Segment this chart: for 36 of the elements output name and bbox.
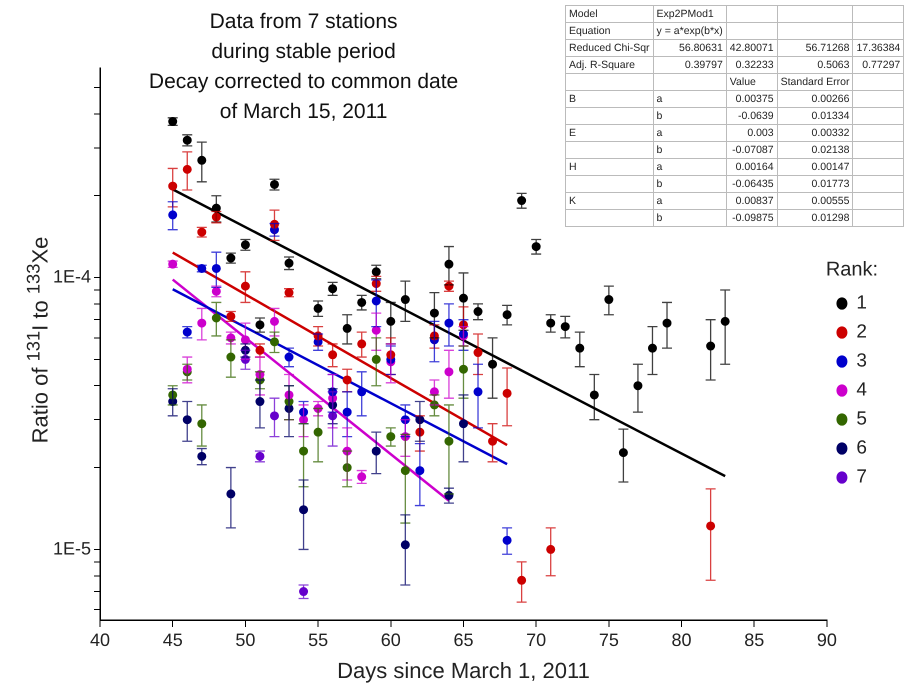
x-tick-label: 55: [308, 630, 328, 650]
x-tick-label: 90: [816, 630, 837, 650]
x-tick-label: 80: [672, 630, 692, 650]
legend-title: Rank:: [826, 258, 878, 281]
y-tick-label: 1E-5: [52, 538, 92, 558]
x-tick-label: 65: [453, 630, 474, 650]
x-tick-label: 75: [598, 630, 619, 650]
y-tick-label: 1E-4: [52, 266, 92, 287]
text: E a 0.003 0.00332: [569, 127, 850, 139]
text: Reduced Chi-Sqr 56.80631 42.80071 56.71268 17.36384: [569, 42, 900, 54]
chart-title: Data from 7 stations during stable period Decay corrected to common date of March 15, 2011: [148, 10, 458, 123]
text: K a 0.00837 0.00555: [569, 195, 850, 207]
legend-label: 3: [856, 350, 868, 372]
x-tick-label: 85: [744, 630, 764, 650]
text: B a 0.00375 0.00266: [569, 93, 850, 105]
x-tick-label: 70: [526, 630, 546, 650]
legend-label: 6: [856, 438, 868, 459]
x-tick-label: 45: [162, 630, 183, 650]
text: Equation y = a*exp(b*x): [569, 25, 723, 37]
legend-label: 4: [856, 380, 868, 401]
x-tick-label: 50: [235, 630, 256, 650]
text: Model Exp2PMod1: [569, 8, 714, 20]
x-axis-title: Days since March 1, 2011: [337, 658, 590, 683]
text: H a 0.00164 0.00147: [569, 161, 850, 173]
text: b -0.0639 0.01334: [656, 110, 850, 122]
legend-label: 7: [856, 466, 868, 488]
text: b -0.06435 0.01773: [656, 178, 850, 190]
legend-label: 1: [856, 292, 868, 314]
legend-label: 5: [856, 408, 868, 430]
x-tick-label: 40: [90, 630, 110, 650]
text: Value Standard Error: [730, 76, 850, 88]
text: b -0.07087 0.02138: [656, 144, 850, 156]
x-tick-label: 60: [380, 630, 401, 650]
text: b -0.09875 0.01298: [656, 212, 850, 224]
text: Adj. R-Square 0.39797 0.32233 0.5063 0.77297: [569, 59, 900, 71]
legend-label: 2: [856, 322, 868, 343]
